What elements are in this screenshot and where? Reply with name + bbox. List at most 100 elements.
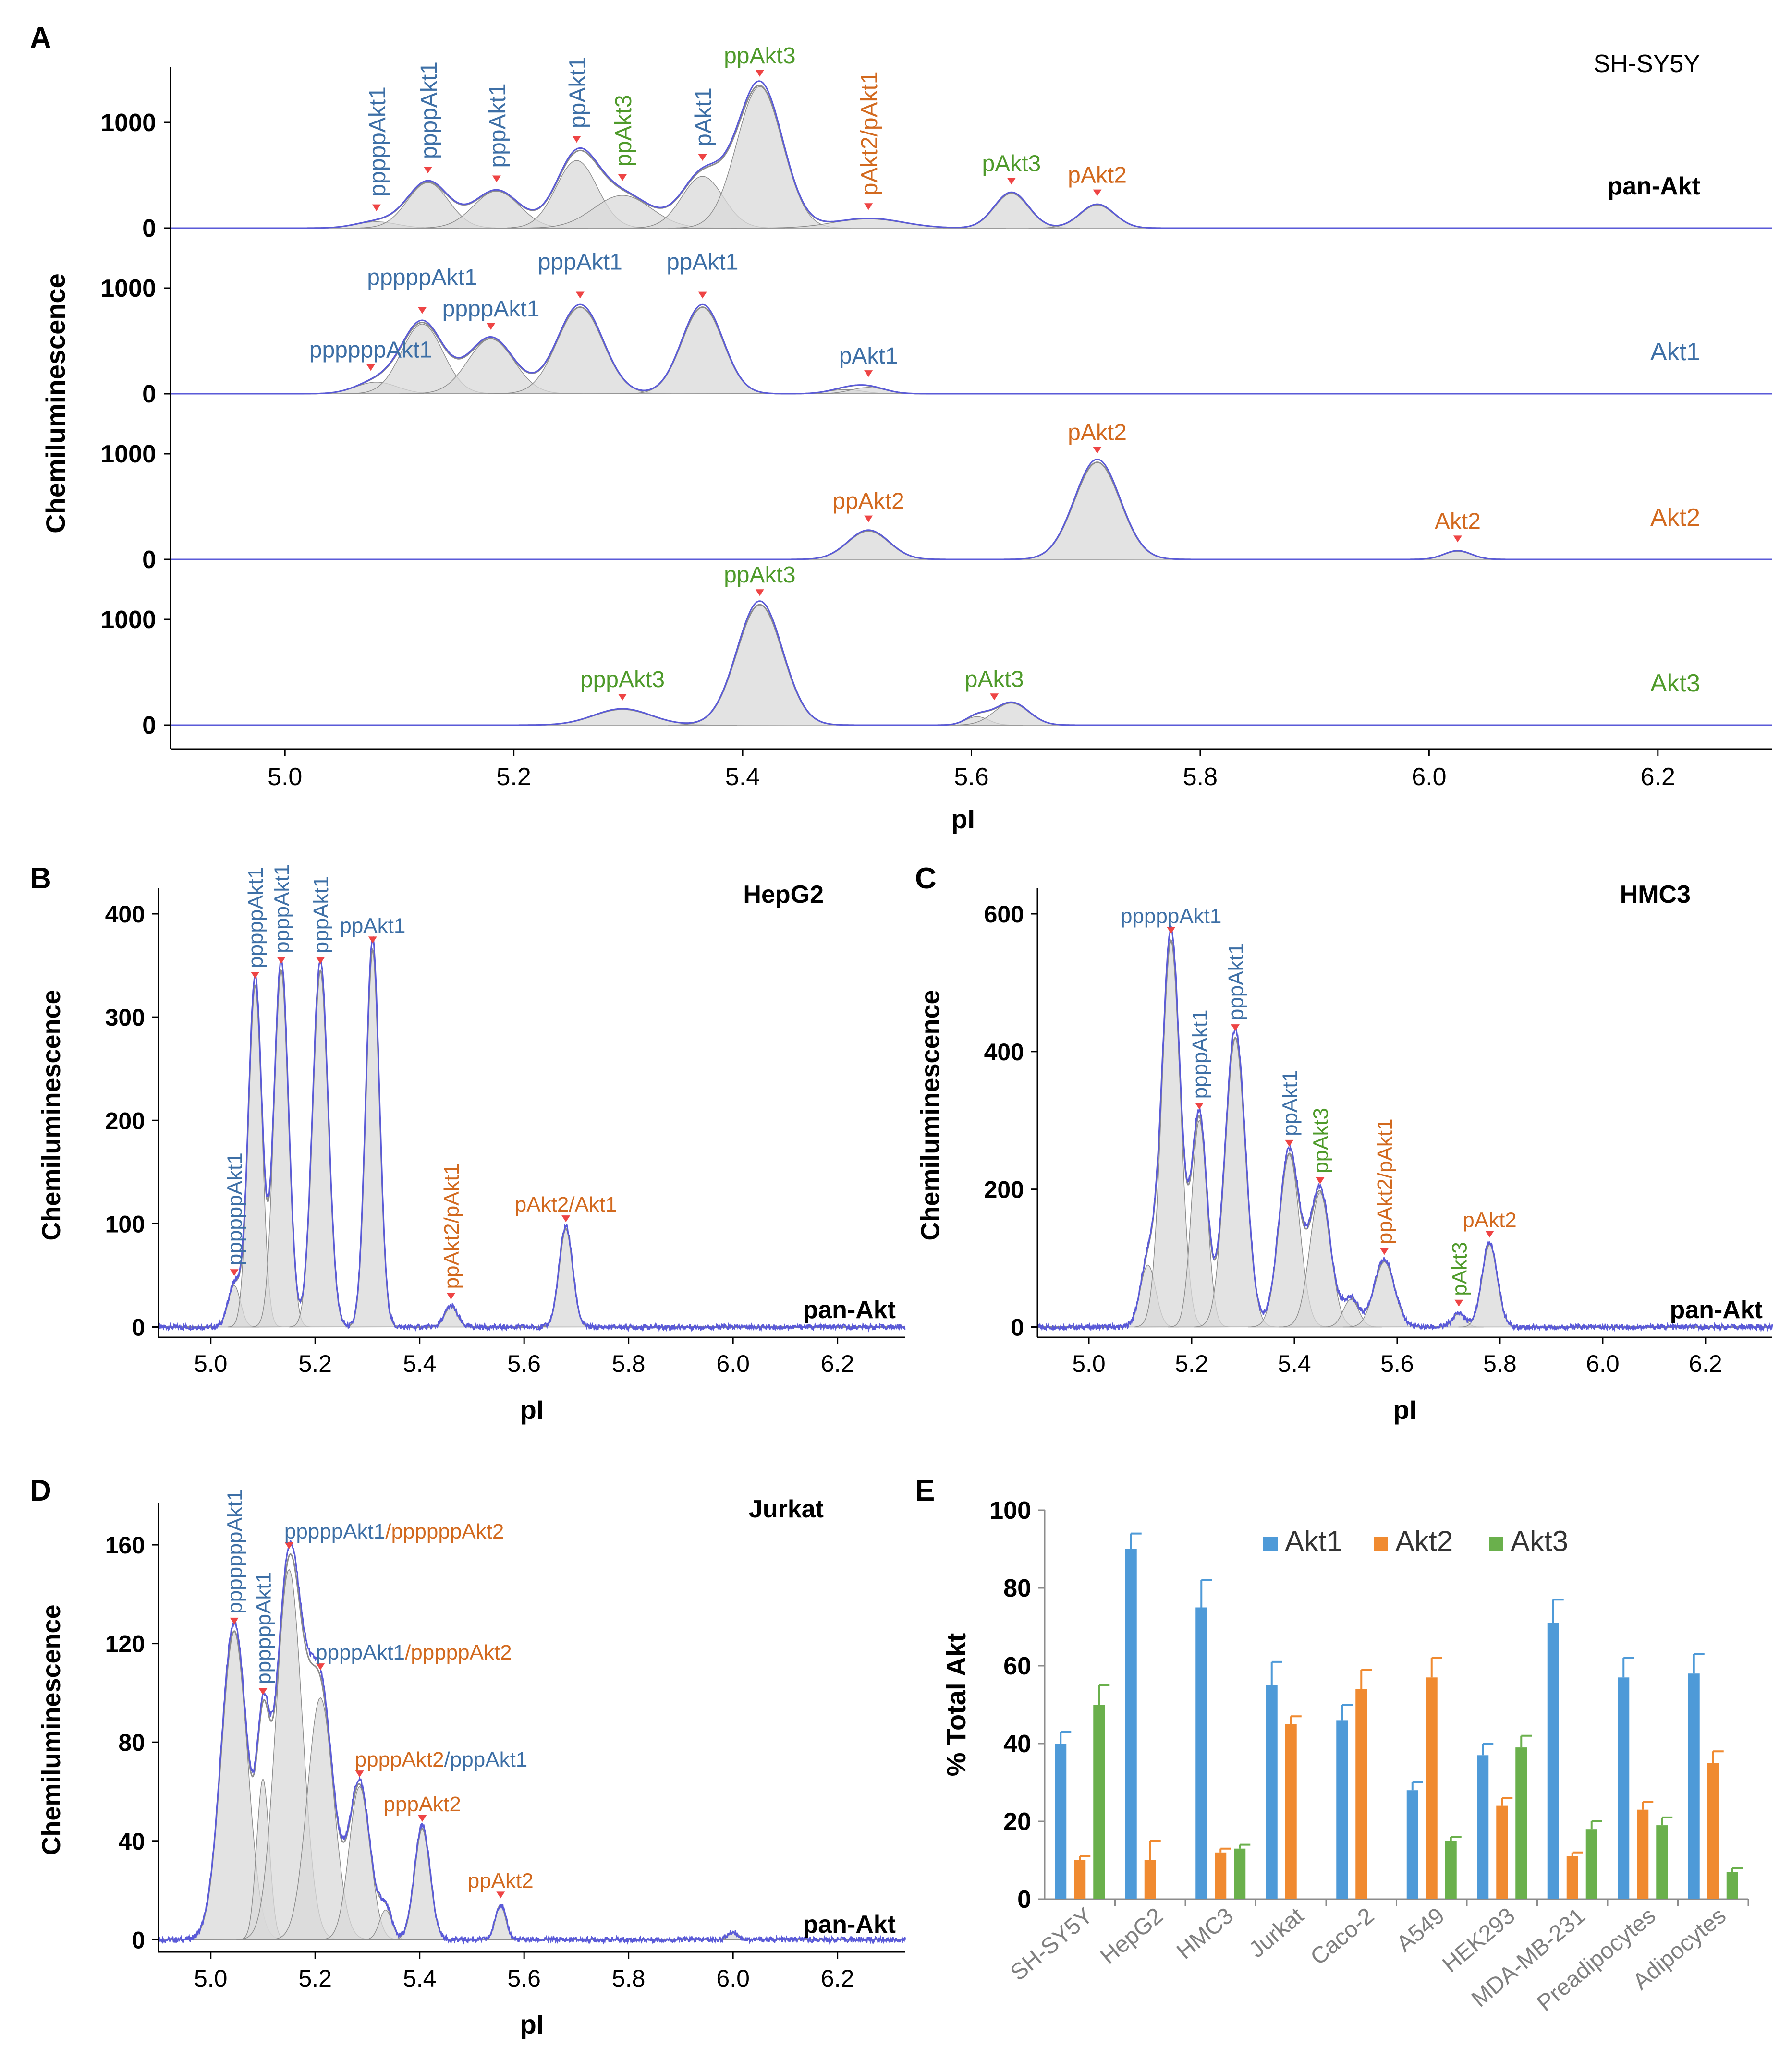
peak-label: pAkt2/pAkt1 [857, 71, 882, 195]
bar-akt2 [1215, 1852, 1227, 1899]
peak-label: ppAkt3 [1309, 1108, 1332, 1174]
peak-label-part: /ppppppAkt2 [385, 1520, 504, 1543]
peak-label: ppAkt1 [565, 57, 591, 128]
peak-label-part: ppppAkt1 [316, 1641, 405, 1664]
peak-fit-1 [1005, 461, 1189, 560]
bar-akt1 [1688, 1673, 1700, 1899]
peak-marker [1231, 1024, 1240, 1031]
peak-fit-3 [289, 969, 352, 1328]
peak-marker [618, 174, 627, 181]
peak-marker [1093, 447, 1102, 454]
ytick-label: 120 [105, 1631, 145, 1658]
peak-label: pppppppAkt1 [223, 1489, 247, 1613]
panel-b: B 400 300 200 100 0 5.0 5.2 5.4 5.6 5.8 6.0 6.2 pI Che… [30, 862, 906, 1425]
panel-e-category-label: Preadipocytes [1532, 1903, 1660, 2016]
bar-akt3 [1234, 1848, 1246, 1899]
panel-a-row-akt3: 1000 0 Akt3 pppAkt3 ppAkt3 pAkt3 [100, 562, 1772, 739]
ytick-label: 40 [118, 1828, 145, 1855]
legend-label-akt2: Akt2 [1395, 1525, 1453, 1557]
panel-a-xtick-label: 5.4 [725, 763, 760, 791]
bar-akt1 [1406, 1790, 1418, 1899]
peak-marker [277, 957, 286, 964]
peak-marker [418, 307, 427, 314]
peak-label: pAkt3 [1448, 1242, 1471, 1296]
ytick-label: 0 [1011, 1314, 1024, 1341]
peak-fit-6 [538, 1228, 593, 1328]
xtick-label: 6.0 [716, 1350, 750, 1377]
panel-a-ytick-label: 0 [142, 712, 156, 739]
peak-label: ppAkt1 [1278, 1070, 1302, 1136]
peak-label: ppAkt2 [468, 1869, 534, 1892]
peak-label: ppppppAkt1 [309, 337, 432, 363]
trace-curve [171, 600, 1772, 726]
peak-label: pppAkt1 [538, 250, 622, 275]
peak-label: pppppAkt1 [367, 265, 477, 290]
cell-line-label: HepG2 [743, 881, 824, 909]
peak-label: pAkt3 [982, 151, 1041, 176]
panel-a-x-axis: 5.0 5.2 5.4 5.6 5.8 6.0 6.2 pI [171, 748, 1772, 834]
antibody-label: pan-Akt [803, 1911, 896, 1939]
xtick-label: 5.0 [194, 1350, 228, 1377]
peak-marker [1285, 1139, 1294, 1147]
xtick-label: 5.8 [612, 1350, 646, 1377]
peak-label: ppppAkt1 [270, 864, 294, 953]
trace-curve [1036, 925, 1773, 1333]
peak-label: pppppAkt1 [244, 867, 268, 968]
ytick-label: 0 [132, 1927, 145, 1953]
peak-label-part: /pppppAkt2 [405, 1641, 512, 1664]
ytick-label: 400 [105, 901, 145, 928]
bar-akt3 [1445, 1841, 1457, 1899]
xtick-label: 6.2 [821, 1965, 854, 1992]
cell-line-label: HMC3 [1620, 881, 1691, 909]
bar-akt1 [1195, 1607, 1207, 1899]
panel-a-letter: A [30, 22, 51, 55]
peak-marker [1380, 1248, 1389, 1255]
peak-label: pAkt2 [1463, 1208, 1517, 1232]
peak-marker [316, 957, 325, 964]
bar-akt2 [1144, 1860, 1156, 1899]
xtick-label: 5.4 [403, 1965, 437, 1992]
peak-label-part: pppppAkt1 [284, 1520, 385, 1543]
ytick-label: 100 [105, 1211, 145, 1237]
xtick-label: 6.0 [716, 1965, 750, 1992]
xtick-label: 5.2 [298, 1965, 332, 1992]
peak-label: pAkt2/Akt1 [515, 1193, 617, 1216]
ylabel: Chemiluminescence [37, 990, 66, 1240]
bar-akt2 [1637, 1809, 1649, 1899]
bar-akt2 [1426, 1677, 1438, 1899]
peak-marker [1453, 535, 1462, 543]
panel-e-ytick-label: 100 [989, 1497, 1031, 1525]
panel-e-category-label: SH-SY5Y [1006, 1903, 1097, 1986]
peak-marker [1007, 178, 1016, 185]
legend-swatch-akt3 [1489, 1537, 1503, 1551]
panel-a-xtick-label: 5.6 [954, 763, 988, 791]
peak-marker [864, 203, 873, 210]
peak-label: ppppAkt1 [416, 61, 442, 159]
peak-label: ppAkt1 [340, 914, 405, 937]
peak-marker [355, 1770, 364, 1778]
peak-marker [1167, 927, 1176, 934]
panel-a-xlabel: pI [951, 804, 975, 834]
peak-marker [487, 323, 495, 330]
xtick-label: 5.2 [298, 1350, 332, 1377]
xtick-label: 5.8 [612, 1965, 646, 1992]
panel-a-antibody-label: pan-Akt [1607, 172, 1700, 200]
panel-a-antibody-label: Akt3 [1650, 669, 1700, 697]
legend-label-akt3: Akt3 [1511, 1525, 1568, 1557]
bar-akt3 [1585, 1829, 1597, 1899]
panel-a-row-akt2: 1000 0 Akt2 ppAkt2 pAkt2 Akt2 [100, 420, 1772, 574]
peak-label: ppAkt2/pAkt1 [1373, 1119, 1397, 1245]
peak-marker [572, 136, 581, 143]
bar-akt1 [1618, 1677, 1630, 1899]
panel-a-xtick-label: 5.8 [1183, 763, 1218, 791]
xlabel: pI [520, 1394, 544, 1425]
legend-swatch-akt2 [1374, 1537, 1388, 1551]
ylabel: Chemiluminescence [37, 1604, 66, 1855]
bar-akt3 [1515, 1747, 1527, 1899]
panel-a-ytick-label: 0 [142, 546, 156, 574]
peak-label: pAkt1 [839, 343, 898, 369]
ytick-label: 300 [105, 1004, 145, 1031]
peak-marker [230, 1269, 239, 1276]
peak-fit-1 [668, 604, 852, 726]
